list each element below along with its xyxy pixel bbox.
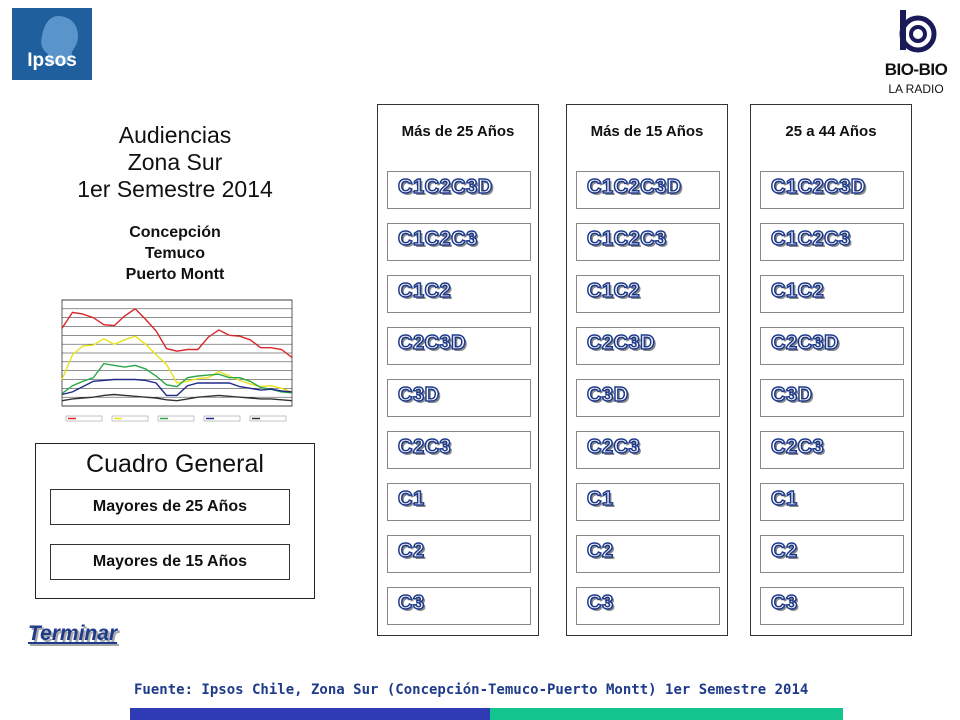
segment-button-c1c2[interactable]: C1C2 xyxy=(576,275,720,313)
segment-label: C2C3D xyxy=(397,331,467,355)
chart-legend-swatch-2 xyxy=(111,415,149,422)
segment-button-c2[interactable]: C2 xyxy=(760,535,904,573)
footer-bar-green xyxy=(490,708,843,720)
segment-button-c1c2[interactable]: C1C2 xyxy=(760,275,904,313)
segment-label: C3D xyxy=(586,383,629,407)
segment-label: C2C3 xyxy=(770,435,825,459)
segment-button-c2c3d[interactable]: C2C3D xyxy=(760,327,904,365)
segment-button-c3[interactable]: C3 xyxy=(576,587,720,625)
source-footnote: Fuente: Ipsos Chile, Zona Sur (Concepció… xyxy=(134,682,809,698)
segment-label: C3 xyxy=(397,591,425,615)
chart-series-line-2 xyxy=(61,335,293,393)
mayores-25-button[interactable]: Mayores de 25 Años xyxy=(50,489,290,525)
panel-header: Más de 25 Años xyxy=(401,123,515,140)
segment-button-c2c3[interactable]: C2C3 xyxy=(576,431,720,469)
segment-label: C3D xyxy=(397,383,440,407)
city-concepcion: Concepción xyxy=(129,224,221,241)
segment-label: C2C3 xyxy=(397,435,452,459)
title-line-3: 1er Semestre 2014 xyxy=(77,176,273,202)
segment-label: C1C2 xyxy=(770,279,825,303)
segment-label: C1C2C3D xyxy=(586,175,682,199)
segment-label: C2C3 xyxy=(586,435,641,459)
segment-button-c3[interactable]: C3 xyxy=(387,587,531,625)
segment-label: C1C2 xyxy=(586,279,641,303)
segment-button-c1[interactable]: C1 xyxy=(576,483,720,521)
segment-label: C1 xyxy=(586,487,614,511)
segment-label: C1 xyxy=(770,487,798,511)
footer-bar-blue xyxy=(130,708,490,720)
biobio-sub: LA RADIO xyxy=(888,82,944,96)
segment-button-c3d[interactable]: C3D xyxy=(760,379,904,417)
ipsos-logo: Ipsos xyxy=(12,8,92,80)
cuadro-general-box: Cuadro General Mayores de 25 Años Mayore… xyxy=(35,443,315,599)
chart-legend-swatch-4 xyxy=(203,415,241,422)
segment-label: C3 xyxy=(770,591,798,615)
ipsos-head-icon xyxy=(41,16,78,64)
segment-label: C3D xyxy=(770,383,813,407)
segment-button-c1c2c3[interactable]: C1C2C3 xyxy=(387,223,531,261)
segment-button-c2c3[interactable]: C2C3 xyxy=(760,431,904,469)
city-temuco: Temuco xyxy=(144,245,206,262)
panel-header: Más de 15 Años xyxy=(590,123,704,140)
segment-label: C1C2C3D xyxy=(770,175,866,199)
segment-label: C1 xyxy=(397,487,425,511)
cuadro-general-title: Cuadro General xyxy=(86,450,264,478)
segment-button-c1c2c3d[interactable]: C1C2C3D xyxy=(576,171,720,209)
segment-button-c3d[interactable]: C3D xyxy=(387,379,531,417)
title-line-2: Zona Sur xyxy=(127,149,223,175)
page-title: Audiencias Zona Sur 1er Semestre 2014 xyxy=(40,122,310,203)
segment-label: C1C2 xyxy=(397,279,452,303)
segment-label: C1C2C3 xyxy=(397,227,478,251)
city-puerto-montt: Puerto Montt xyxy=(125,266,225,283)
segment-label: C1C2C3D xyxy=(397,175,493,199)
panel-header: 25 a 44 Años xyxy=(785,123,877,140)
segment-label: C2 xyxy=(770,539,798,563)
panel-25-a-44: 25 a 44 Años C1C2C3D C1C2C3 C1C2 C2C3D C… xyxy=(750,104,912,636)
panel-mas-de-15: Más de 15 Años C1C2C3D C1C2C3 C1C2 C2C3D… xyxy=(566,104,728,636)
segment-button-c1[interactable]: C1 xyxy=(387,483,531,521)
segment-label: C2C3D xyxy=(770,331,840,355)
chart-legend-swatch-1 xyxy=(65,415,103,422)
segment-label: C2C3D xyxy=(586,331,656,355)
segment-button-c1c2c3d[interactable]: C1C2C3D xyxy=(387,171,531,209)
segment-label: C1C2C3 xyxy=(770,227,851,251)
segment-label: C1C2C3 xyxy=(586,227,667,251)
terminar-link[interactable]: Terminar xyxy=(28,622,118,645)
city-list: Concepción Temuco Puerto Montt xyxy=(40,222,310,285)
audience-trend-chart xyxy=(61,299,293,422)
segment-button-c1c2c3d[interactable]: C1C2C3D xyxy=(760,171,904,209)
segment-button-c2[interactable]: C2 xyxy=(387,535,531,573)
segment-button-c3d[interactable]: C3D xyxy=(576,379,720,417)
panel-mas-de-25: Más de 25 Años C1C2C3D C1C2C3 C1C2 C2C3D… xyxy=(377,104,539,636)
chart-series-line-5 xyxy=(61,393,293,402)
chart-series-line-1 xyxy=(61,307,293,358)
biobio-symbol-icon xyxy=(899,10,937,53)
biobio-name: BIO-BIO xyxy=(884,60,948,79)
segment-button-c3[interactable]: C3 xyxy=(760,587,904,625)
segment-button-c2c3d[interactable]: C2C3D xyxy=(576,327,720,365)
segment-label: C3 xyxy=(586,591,614,615)
mayores-15-button[interactable]: Mayores de 15 Años xyxy=(50,544,290,580)
segment-button-c1[interactable]: C1 xyxy=(760,483,904,521)
biobio-logo: BIO-BIO LA RADIO xyxy=(880,8,952,100)
segment-button-c1c2c3[interactable]: C1C2C3 xyxy=(760,223,904,261)
segment-button-c1c2[interactable]: C1C2 xyxy=(387,275,531,313)
ipsos-logo-text: Ipsos xyxy=(27,50,77,71)
segment-button-c1c2c3[interactable]: C1C2C3 xyxy=(576,223,720,261)
segment-label: C2 xyxy=(397,539,425,563)
chart-series-line-4 xyxy=(61,378,293,397)
segment-button-c2[interactable]: C2 xyxy=(576,535,720,573)
chart-series-line-3 xyxy=(61,362,293,395)
chart-legend-swatch-3 xyxy=(157,415,195,422)
chart-legend-swatch-5 xyxy=(249,415,287,422)
segment-label: C2 xyxy=(586,539,614,563)
segment-button-c2c3d[interactable]: C2C3D xyxy=(387,327,531,365)
title-line-1: Audiencias xyxy=(118,122,232,148)
segment-button-c2c3[interactable]: C2C3 xyxy=(387,431,531,469)
